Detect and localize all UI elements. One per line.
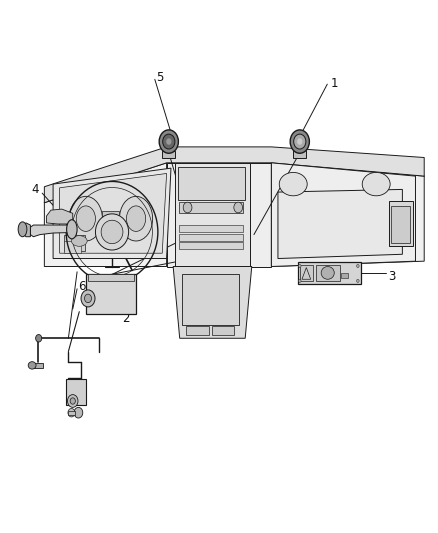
Bar [162,151,175,158]
Polygon shape [21,223,30,237]
Ellipse shape [70,398,75,404]
Ellipse shape [279,172,307,196]
Polygon shape [272,163,416,266]
Polygon shape [166,163,272,266]
Polygon shape [30,225,73,237]
Ellipse shape [68,408,75,417]
Ellipse shape [127,206,146,231]
Ellipse shape [297,139,302,145]
Bar [341,273,348,278]
Bar [177,167,245,200]
Ellipse shape [76,206,95,231]
Text: 4: 4 [31,183,39,196]
Bar [64,235,85,251]
Ellipse shape [28,362,36,369]
Ellipse shape [35,335,42,342]
Ellipse shape [101,220,123,244]
Ellipse shape [298,279,301,282]
Ellipse shape [166,139,171,145]
Bar [86,274,136,314]
Polygon shape [60,173,166,253]
Ellipse shape [298,264,301,268]
Ellipse shape [85,294,92,303]
Text: 6: 6 [78,280,85,293]
Ellipse shape [95,214,129,250]
Bar [293,150,306,158]
Polygon shape [44,147,424,203]
Ellipse shape [290,130,309,154]
Bar [389,201,413,246]
Bar [186,326,209,335]
Bar [179,201,244,213]
Ellipse shape [67,394,78,407]
Bar [68,411,75,415]
Ellipse shape [159,130,178,154]
Bar [102,211,120,228]
Text: 3: 3 [388,270,396,282]
Bar [179,225,244,232]
Polygon shape [46,209,73,224]
Bar [88,274,134,281]
Polygon shape [44,163,166,266]
Ellipse shape [357,264,359,268]
Polygon shape [173,266,252,338]
Bar [392,206,410,243]
Ellipse shape [74,407,83,418]
Bar [64,241,81,253]
Ellipse shape [362,172,390,196]
Bar [212,326,234,335]
Ellipse shape [71,236,87,246]
Ellipse shape [293,134,306,149]
Ellipse shape [162,134,175,149]
Ellipse shape [18,222,27,237]
Ellipse shape [234,202,243,213]
Ellipse shape [81,290,95,307]
Bar [297,262,361,284]
Text: 2: 2 [122,312,130,325]
Ellipse shape [357,279,359,282]
Ellipse shape [183,202,192,213]
Polygon shape [278,189,403,259]
Bar [179,242,244,249]
Bar [179,234,244,241]
Bar [182,274,239,325]
Ellipse shape [120,196,152,241]
Polygon shape [272,163,424,266]
Ellipse shape [321,266,334,279]
Text: 1: 1 [331,77,338,90]
Ellipse shape [69,196,102,241]
Ellipse shape [67,220,77,239]
Bar [300,265,313,281]
Polygon shape [53,168,171,259]
Bar [66,379,86,405]
Text: 5: 5 [156,71,163,84]
Polygon shape [32,364,43,368]
Bar [316,265,340,281]
Polygon shape [175,163,250,266]
